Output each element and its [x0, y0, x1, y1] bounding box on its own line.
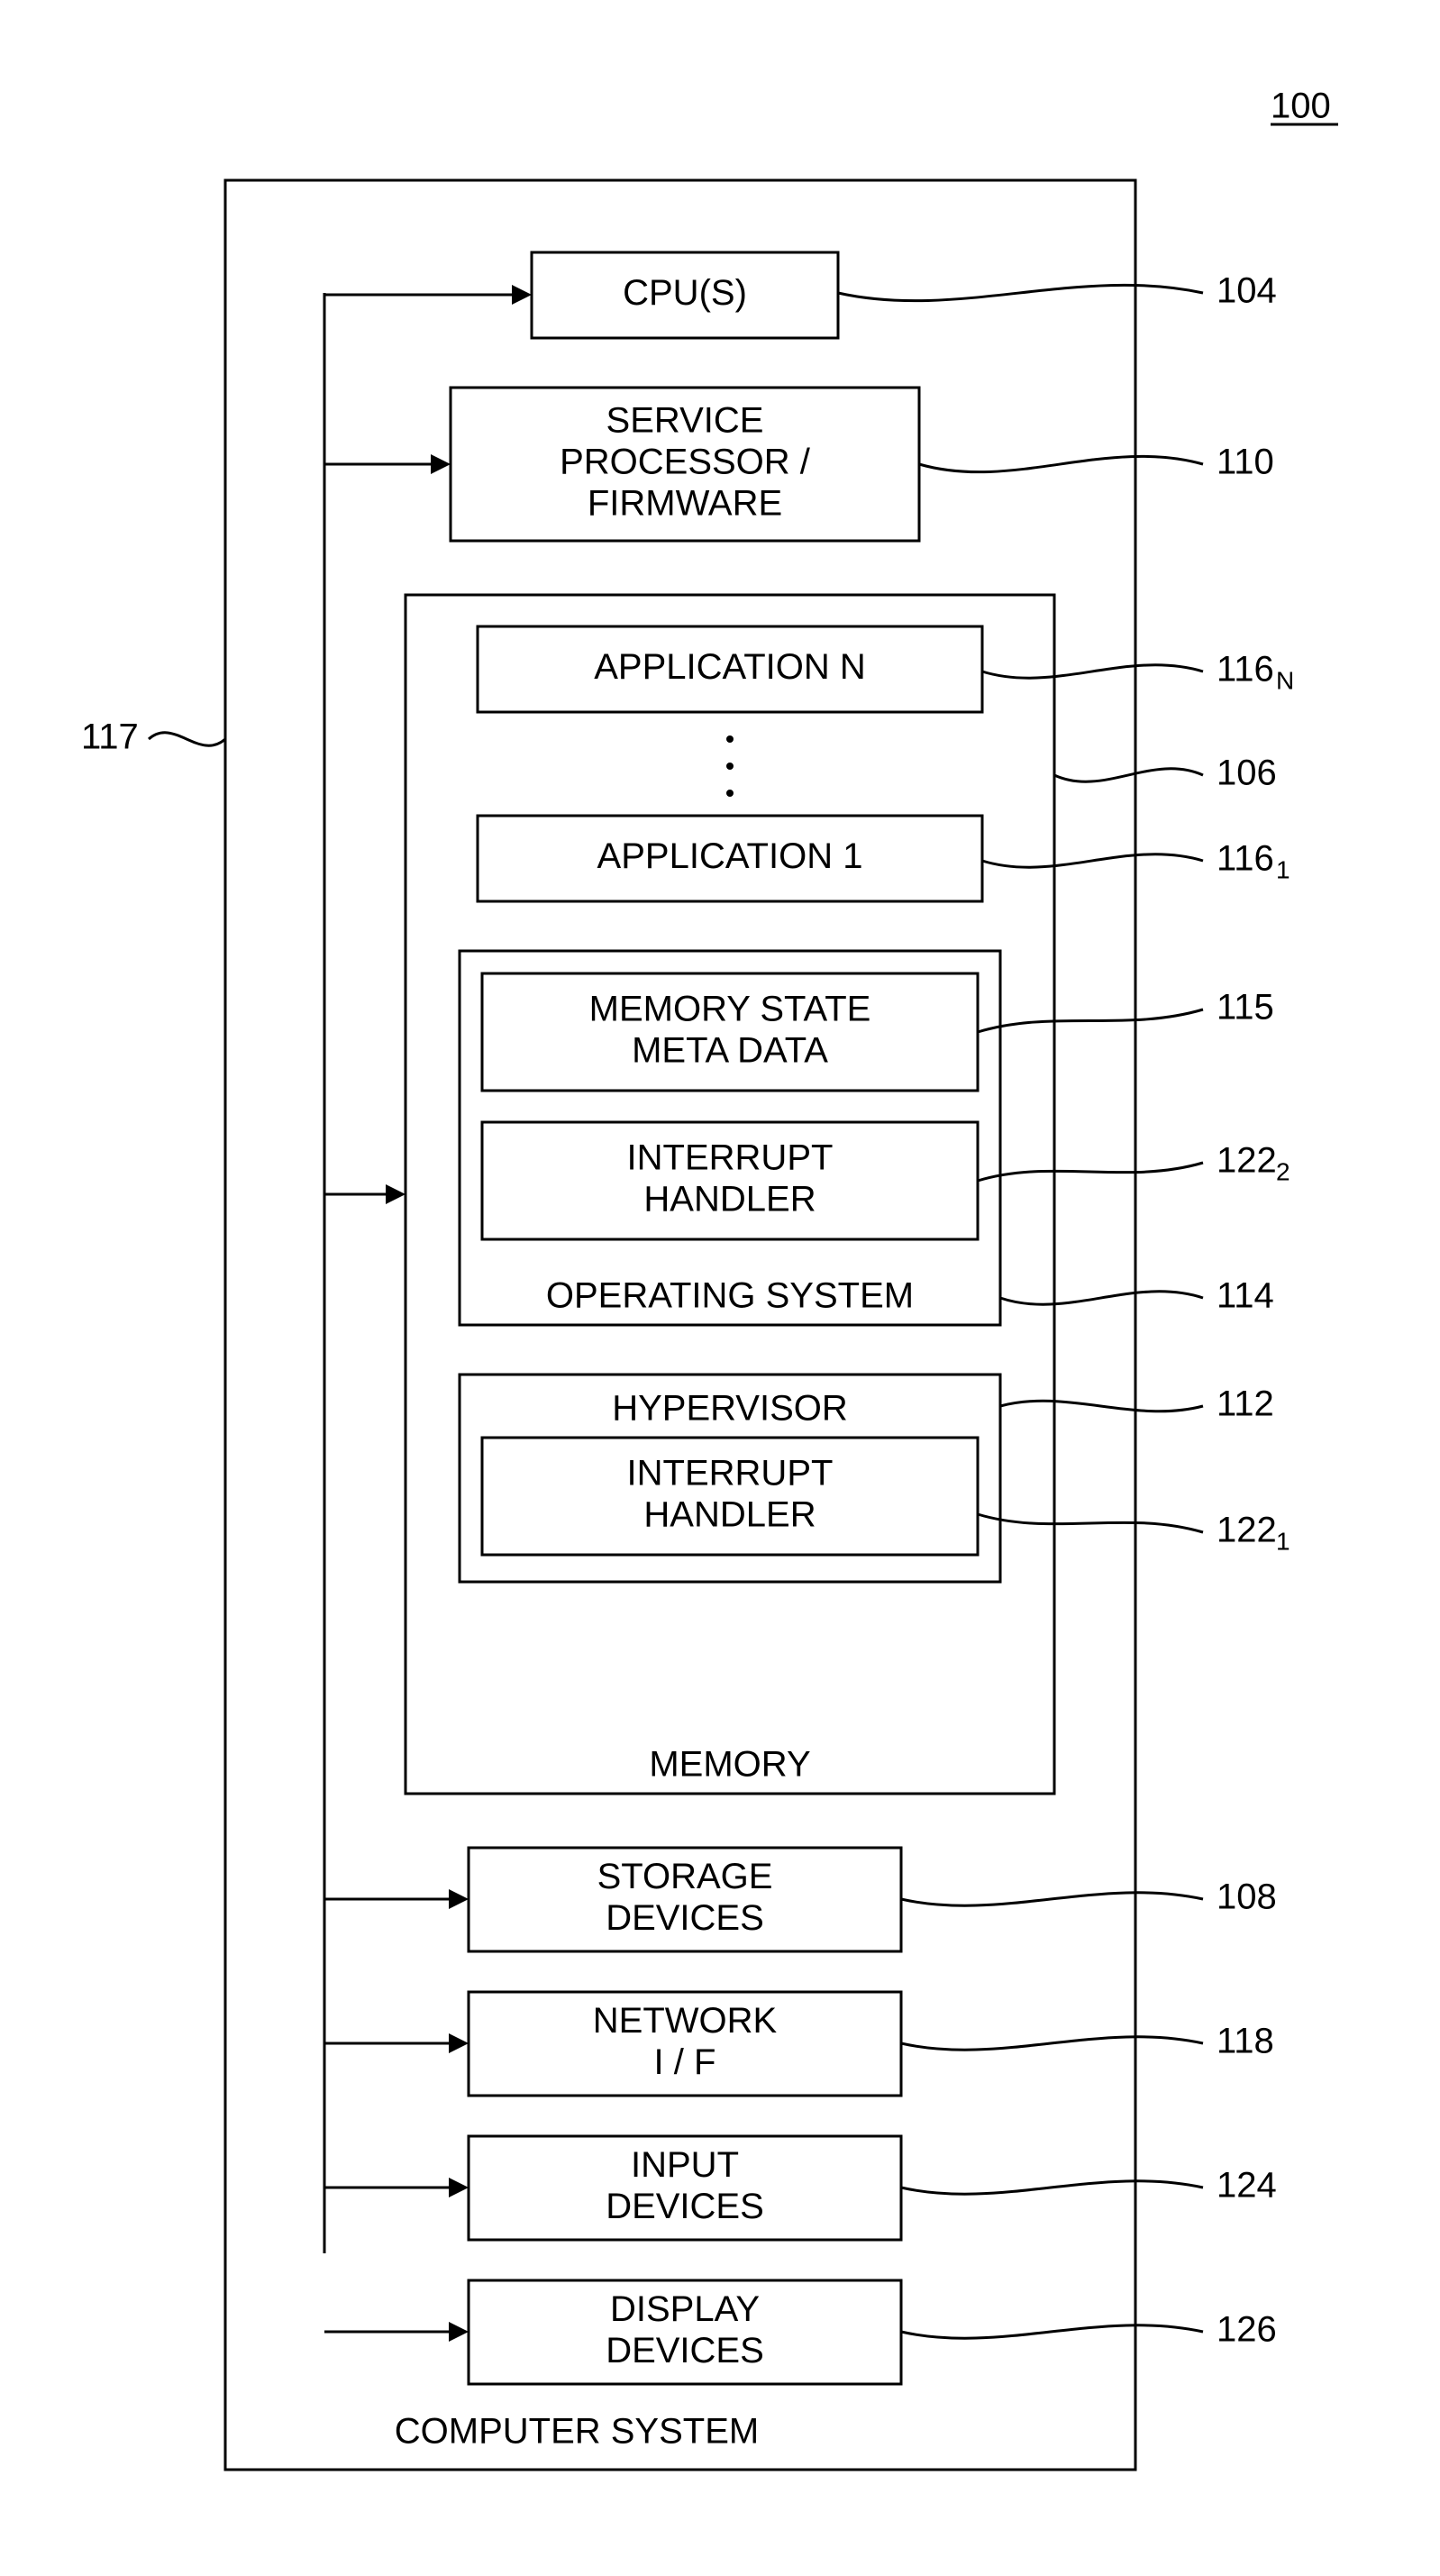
- memory-state-meta-data-label-line1: META DATA: [632, 1031, 828, 1071]
- computer-system-label: COMPUTER SYSTEM: [395, 2412, 759, 2452]
- ref-126: 126: [1217, 2310, 1277, 2350]
- ref-108: 108: [1217, 1877, 1277, 1917]
- ref-110: 110: [1217, 443, 1274, 482]
- ref-117: 117: [81, 717, 139, 757]
- input-label-line1: DEVICES: [606, 2187, 764, 2226]
- display-label-line1: DEVICES: [606, 2331, 764, 2370]
- app-ellipsis-dot1: [726, 763, 734, 770]
- figure-ref: 100: [1271, 87, 1331, 126]
- svc-label-line2: FIRMWARE: [588, 484, 782, 524]
- operating-system-label: OPERATING SYSTEM: [546, 1276, 914, 1316]
- ref-118: 118: [1217, 2022, 1274, 2061]
- ref-122-sub: 2: [1276, 1157, 1290, 1185]
- app-ellipsis-dot0: [726, 735, 734, 743]
- ref-116-N: 116: [1217, 650, 1274, 690]
- leader-117: [149, 733, 225, 745]
- netif-label-line0: NETWORK: [593, 2001, 778, 2041]
- display-label-line0: DISPLAY: [610, 2289, 760, 2329]
- ref-122-2: 122: [1217, 1141, 1277, 1181]
- svc-label-line1: PROCESSOR /: [560, 443, 811, 482]
- application-1-label-line0: APPLICATION 1: [597, 836, 863, 876]
- application-n-label-line0: APPLICATION N: [594, 647, 866, 687]
- interrupt-handler-2-label-line0: INTERRUPT: [627, 1138, 834, 1178]
- ref-116-sub: 1: [1276, 855, 1290, 883]
- ref-112: 112: [1217, 1384, 1274, 1424]
- ref-116-1: 116: [1217, 839, 1274, 879]
- netif-label-line1: I / F: [654, 2042, 716, 2082]
- memory-state-meta-data-label-line0: MEMORY STATE: [589, 990, 871, 1029]
- storage-label-line1: DEVICES: [606, 1898, 764, 1938]
- storage-label-line0: STORAGE: [597, 1857, 773, 1896]
- memory-label: MEMORY: [649, 1745, 810, 1785]
- app-ellipsis-dot2: [726, 790, 734, 797]
- cpu-label-line0: CPU(S): [623, 273, 747, 313]
- ref-106: 106: [1217, 754, 1277, 793]
- ref-122-sub: 1: [1276, 1527, 1290, 1555]
- svc-label-line0: SERVICE: [606, 401, 764, 441]
- ref-104: 104: [1217, 271, 1277, 311]
- interrupt-handler-1-label-line0: INTERRUPT: [627, 1454, 834, 1494]
- hypervisor-label: HYPERVISOR: [612, 1389, 848, 1429]
- ref-124: 124: [1217, 2166, 1277, 2206]
- interrupt-handler-2-label-line1: HANDLER: [643, 1180, 816, 1219]
- interrupt-handler-1-label-line1: HANDLER: [643, 1495, 816, 1535]
- ref-115: 115: [1217, 988, 1274, 1028]
- ref-114: 114: [1217, 1276, 1274, 1316]
- ref-122-1: 122: [1217, 1511, 1277, 1550]
- input-label-line0: INPUT: [631, 2145, 739, 2185]
- ref-116-sub: N: [1276, 666, 1294, 694]
